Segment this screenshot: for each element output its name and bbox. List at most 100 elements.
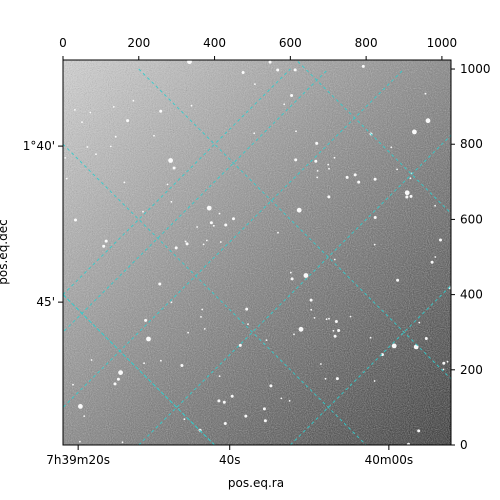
- star-39: [404, 190, 410, 196]
- star-19: [277, 231, 279, 234]
- star-84: [200, 316, 202, 318]
- star-40: [296, 207, 302, 213]
- star-29: [187, 331, 190, 334]
- star-90: [72, 383, 74, 386]
- star-141: [391, 343, 397, 349]
- star-91: [314, 159, 318, 163]
- star-71: [283, 103, 286, 106]
- image-area: [63, 60, 451, 445]
- star-8: [123, 181, 126, 184]
- star-24: [253, 132, 256, 135]
- star-27: [373, 177, 377, 181]
- star-77: [247, 323, 249, 325]
- sky-noise-light: [63, 60, 451, 445]
- right-tick-label-0: 0: [460, 438, 468, 452]
- star-50: [203, 328, 206, 330]
- star-128: [293, 68, 297, 72]
- star-33: [418, 321, 421, 324]
- star-113: [293, 333, 295, 336]
- star-18: [298, 326, 304, 332]
- star-122: [434, 256, 437, 258]
- star-51: [196, 226, 199, 228]
- star-149: [65, 177, 68, 180]
- coordinate-grid: [63, 61, 451, 445]
- star-7: [224, 223, 228, 227]
- star-16: [172, 166, 176, 170]
- star-52: [183, 418, 186, 421]
- star-130: [288, 400, 291, 402]
- star-106: [245, 307, 249, 311]
- star-78: [333, 334, 337, 338]
- star-13: [333, 156, 336, 159]
- star-107: [280, 397, 283, 400]
- star-79: [81, 121, 83, 123]
- star-74: [79, 440, 81, 443]
- star-9: [439, 238, 442, 242]
- star-11: [269, 384, 273, 388]
- star-23: [328, 167, 330, 170]
- star-57: [446, 360, 449, 363]
- star-92: [290, 277, 294, 281]
- star-114: [113, 382, 117, 386]
- star-145: [170, 301, 173, 304]
- star-75: [153, 134, 155, 137]
- grid-line-2: [63, 68, 405, 409]
- star-62: [430, 260, 434, 264]
- right-tick-label-3: 600: [460, 212, 483, 226]
- star-93: [168, 158, 174, 163]
- star-123: [238, 343, 242, 347]
- star-34: [144, 318, 148, 322]
- star-72: [309, 298, 313, 302]
- star-117: [434, 204, 436, 207]
- top-tick-label-4: 800: [355, 36, 378, 50]
- grid-line-3: [138, 134, 451, 445]
- star-20: [174, 246, 178, 250]
- star-86: [121, 441, 124, 444]
- star-0: [316, 176, 319, 179]
- plot-frame: [62, 59, 452, 446]
- star-111: [212, 224, 215, 227]
- star-101: [78, 404, 83, 409]
- star-81: [442, 368, 445, 371]
- star-140: [396, 168, 398, 171]
- star-133: [295, 130, 297, 133]
- star-47: [265, 339, 268, 341]
- star-89: [146, 336, 151, 342]
- grid-line-6: [63, 143, 367, 445]
- star-6: [170, 200, 173, 203]
- star-127: [268, 60, 272, 64]
- star-80: [187, 60, 192, 65]
- star-49: [74, 109, 76, 111]
- star-36: [190, 104, 193, 107]
- star-88: [442, 361, 446, 365]
- star-59: [303, 273, 309, 278]
- star-37: [333, 258, 336, 261]
- star-46: [345, 175, 349, 179]
- star-54: [218, 212, 221, 215]
- star-32: [328, 317, 330, 320]
- star-119: [349, 315, 352, 318]
- star-109: [184, 240, 187, 243]
- dec-tick-label-1: 45': [36, 295, 55, 309]
- star-102: [263, 419, 267, 423]
- star-55: [74, 218, 77, 222]
- star-53: [217, 399, 221, 403]
- star-85: [241, 71, 245, 74]
- star-126: [205, 239, 208, 242]
- grid-line-9: [63, 293, 215, 445]
- star-69: [412, 129, 417, 135]
- star-61: [316, 170, 319, 172]
- ra-tick-label-0: 7h39m20s: [46, 453, 110, 467]
- ra-tick-label-2: 40m00s: [365, 453, 413, 467]
- star-116: [353, 173, 357, 177]
- star-45: [158, 282, 162, 286]
- right-pixel-axis: 0 200 400 600 800 1000: [451, 62, 491, 452]
- star-35: [327, 195, 331, 199]
- star-10: [230, 394, 234, 398]
- dec-tick-label-0: 1°40': [23, 139, 55, 153]
- star-22: [310, 308, 313, 311]
- star-14: [223, 422, 227, 425]
- star-82: [369, 336, 372, 339]
- top-tick-label-5: 1000: [427, 36, 458, 50]
